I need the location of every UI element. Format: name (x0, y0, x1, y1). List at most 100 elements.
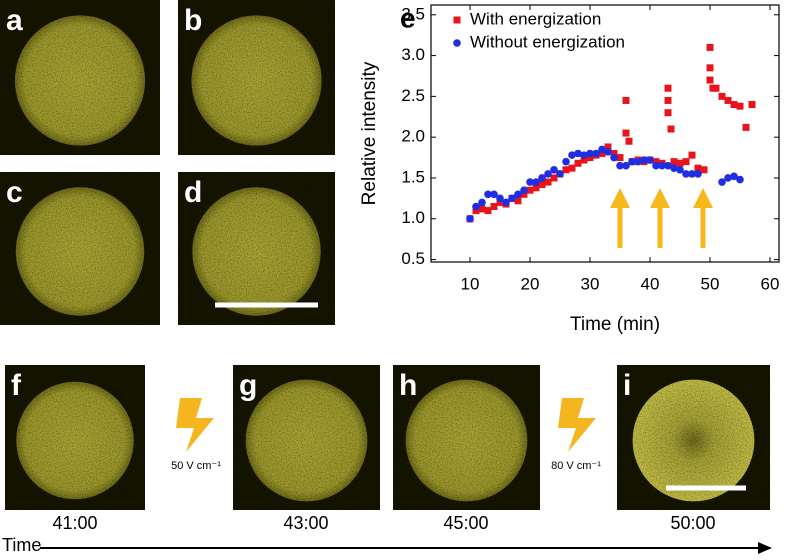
x-axis-label: Time (min) (570, 314, 660, 335)
y-tick-label: 3.0 (401, 45, 425, 64)
chart: 10 20 30 40 50 60 0.5 1.0 1.5 2.0 2.5 3.0 3.5 Time (m… (359, 4, 780, 335)
data-point (538, 180, 546, 188)
data-point (616, 161, 624, 170)
data-point (664, 161, 672, 170)
data-point (604, 143, 612, 151)
micrograph-noise (0, 172, 160, 325)
data-point (586, 154, 594, 162)
data-point (718, 178, 726, 186)
data-point (610, 149, 618, 157)
data-point (634, 157, 642, 166)
data-point (706, 64, 714, 72)
plot-frame (430, 4, 780, 263)
energization-arrows (610, 188, 713, 248)
data-point (574, 149, 582, 158)
panel-label: g (239, 369, 257, 402)
micrograph-noise (393, 365, 540, 510)
data-point (604, 148, 612, 156)
data-point (706, 43, 714, 51)
data-point (700, 166, 708, 174)
y-tick-label: 1.0 (401, 208, 425, 227)
data-point (622, 129, 630, 137)
data-point (496, 194, 504, 203)
x-tick-label: 30 (581, 274, 600, 293)
data-point (622, 161, 630, 170)
data-point (598, 145, 606, 154)
data-point (682, 158, 690, 166)
data-point (622, 96, 630, 104)
data-point (670, 158, 678, 166)
x-tick-label: 20 (521, 274, 540, 293)
lightning-icon (176, 398, 214, 452)
data-point (520, 186, 528, 195)
data-point (562, 157, 570, 166)
data-point (706, 76, 714, 84)
micrograph-noise (0, 0, 160, 155)
data-point (544, 170, 552, 178)
x-tick-label: 10 (461, 274, 480, 293)
data-point (664, 84, 672, 92)
panel-label: d (184, 176, 202, 209)
data-point (508, 194, 516, 203)
panel-label: h (399, 369, 417, 402)
y-tick-label: 3.5 (401, 4, 425, 23)
data-point (568, 151, 576, 159)
arrowhead (610, 188, 630, 208)
panel-label: i (623, 369, 631, 402)
x-tick-label: 40 (641, 274, 660, 293)
panel-label: f (11, 369, 22, 402)
data-point (514, 197, 522, 205)
y-axis-label: Relative intensity (359, 61, 380, 205)
legend-marker (453, 39, 461, 47)
data-point (490, 203, 498, 211)
data-point (640, 156, 648, 164)
data-point (532, 184, 540, 192)
data-point (736, 175, 744, 184)
y-tick-label: 1.5 (401, 167, 425, 186)
data-point (496, 198, 504, 206)
data-point (556, 170, 564, 178)
legend-label: Without energization (470, 32, 625, 51)
data-point (580, 151, 588, 159)
data-point (664, 96, 672, 104)
data-point (748, 101, 756, 109)
data-point (490, 190, 498, 199)
data-point (478, 198, 486, 207)
micrograph-noise (178, 172, 335, 325)
data-point (652, 161, 660, 170)
data-point (478, 205, 486, 213)
data-point (652, 158, 660, 166)
x-tick-label: 60 (761, 274, 780, 293)
data-point (538, 174, 546, 182)
data-point (562, 166, 570, 174)
data-point (688, 170, 696, 178)
data-point (724, 174, 732, 182)
field-label: 50 V cm⁻¹ (171, 460, 221, 472)
data-point (724, 96, 732, 104)
data-point (676, 159, 684, 167)
data-point (532, 178, 540, 186)
micrograph-noise (5, 365, 145, 510)
data-point (514, 190, 522, 199)
data-point (466, 214, 474, 223)
data-point (580, 156, 588, 164)
data-point (664, 109, 672, 117)
data-point (592, 149, 600, 158)
data-point (676, 166, 684, 174)
data-point (694, 164, 702, 172)
data-point (682, 170, 690, 178)
time-stamp: 41:00 (52, 513, 97, 533)
data-point (544, 178, 552, 186)
micrograph-noise (178, 0, 335, 155)
data-point (610, 153, 618, 162)
data-point (712, 84, 720, 92)
data-point (646, 156, 654, 164)
data-point (526, 186, 534, 194)
data-point (472, 207, 480, 215)
data-point (586, 149, 594, 158)
data-point (670, 164, 678, 172)
y-tick-label: 0.5 (401, 249, 425, 268)
data-point (628, 157, 636, 166)
data-point (598, 149, 606, 157)
